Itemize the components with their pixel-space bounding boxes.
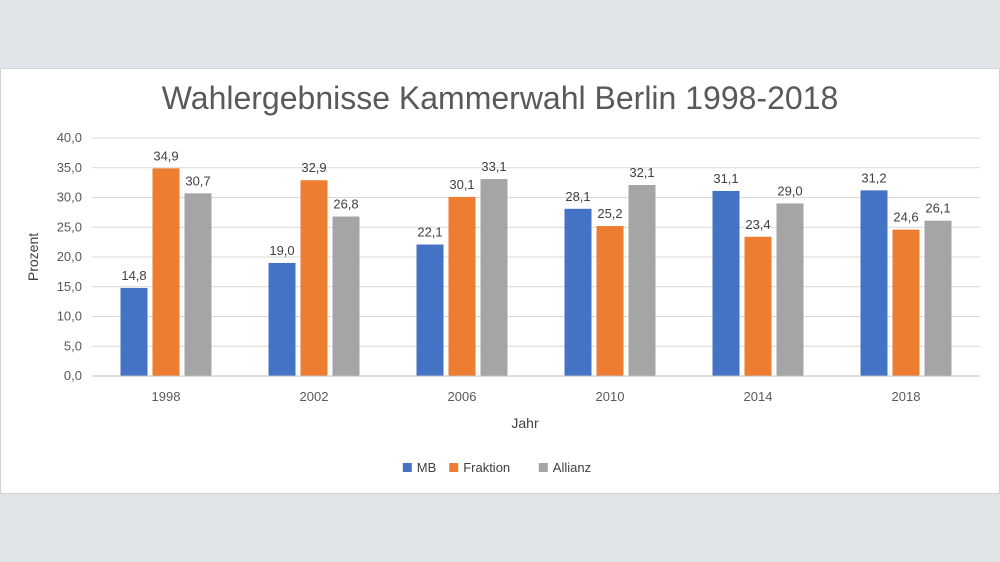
data-labels: 14,8 34,9 30,7 19,0 32,9 26,8 22,1 30,1 33,1 28,1…: [121, 148, 950, 283]
data-label: 25,2: [597, 206, 622, 221]
y-tick-label: 35,0: [57, 160, 82, 175]
data-label: 19,0: [269, 243, 294, 258]
bar-allianz-2006: [480, 179, 508, 376]
y-axis-ticks: 0,0 5,0 10,0 15,0 20,0 25,0 30,0 35,0 40,0: [57, 130, 82, 383]
data-label: 22,1: [417, 225, 442, 240]
legend-swatch-allianz: [538, 463, 548, 472]
bar-allianz-1998: [184, 193, 212, 376]
data-label: 31,2: [861, 170, 886, 185]
bar-fraktion-2006: [448, 196, 476, 376]
x-tick-label: 2006: [448, 389, 477, 404]
bar-mb-2014: [712, 190, 740, 376]
data-label: 28,1: [565, 189, 590, 204]
data-label: 30,1: [449, 177, 474, 192]
x-tick-label: 2002: [300, 389, 329, 404]
x-tick-label: 1998: [152, 389, 181, 404]
y-tick-label: 30,0: [57, 190, 82, 205]
bar-allianz-2002: [332, 216, 360, 376]
bar-fraktion-1998: [152, 168, 180, 376]
legend: MB Fraktion Allianz: [402, 460, 591, 475]
x-tick-label: 2018: [892, 389, 921, 404]
bar-mb-2018: [860, 190, 888, 376]
y-tick-label: 20,0: [57, 249, 82, 264]
data-label: 29,0: [777, 183, 802, 198]
data-label: 26,8: [333, 197, 358, 212]
data-label: 32,1: [629, 165, 654, 180]
x-tick-label: 2010: [596, 389, 625, 404]
legend-label: Fraktion: [463, 460, 510, 475]
data-label: 33,1: [481, 159, 506, 174]
legend-label: Allianz: [553, 460, 591, 475]
y-axis-title: Prozent: [25, 233, 41, 281]
x-tick-label: 2014: [744, 389, 773, 404]
bar-allianz-2014: [776, 203, 804, 376]
data-label: 14,8: [121, 268, 146, 283]
bar-allianz-2010: [628, 185, 656, 376]
data-label: 23,4: [745, 217, 770, 232]
y-tick-label: 0,0: [64, 368, 82, 383]
gridlines: [92, 137, 980, 347]
data-label: 34,9: [153, 148, 178, 163]
x-axis-title: Jahr: [511, 415, 539, 431]
legend-swatch-fraktion: [449, 463, 459, 472]
data-label: 32,9: [301, 160, 326, 175]
bars: [120, 168, 952, 376]
legend-label: MB: [417, 460, 437, 475]
y-tick-label: 25,0: [57, 219, 82, 234]
chart-title: Wahlergebnisse Kammerwahl Berlin 1998-20…: [161, 80, 839, 116]
bar-fraktion-2018: [892, 229, 920, 376]
bar-mb-1998: [120, 287, 148, 376]
y-tick-label: 15,0: [57, 279, 82, 294]
data-label: 31,1: [713, 171, 738, 186]
bar-mb-2006: [416, 244, 444, 376]
bar-mb-2010: [564, 208, 592, 376]
legend-swatch-mb: [402, 463, 412, 472]
y-tick-label: 5,0: [64, 338, 82, 353]
bar-allianz-2018: [924, 220, 952, 376]
data-label: 26,1: [925, 201, 950, 216]
x-axis-ticks: 1998 2002 2006 2010 2014 2018: [152, 389, 921, 404]
data-label: 24,6: [893, 210, 918, 225]
bar-fraktion-2014: [744, 236, 772, 376]
data-label: 30,7: [185, 173, 210, 188]
y-tick-label: 40,0: [57, 130, 82, 145]
bar-fraktion-2002: [300, 180, 328, 376]
y-tick-label: 10,0: [57, 309, 82, 324]
bar-fraktion-2010: [596, 226, 624, 376]
bar-mb-2002: [268, 262, 296, 376]
